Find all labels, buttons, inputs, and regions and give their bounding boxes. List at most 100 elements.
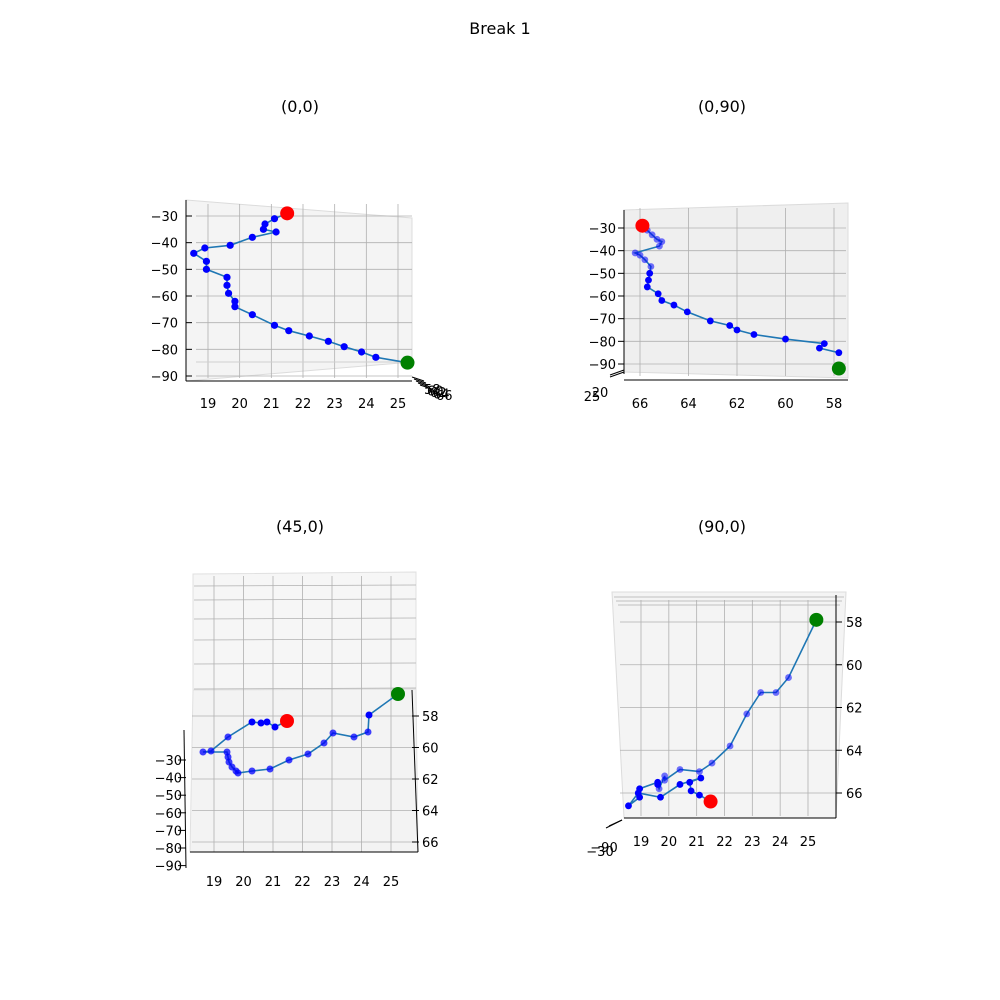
data-point <box>636 785 644 793</box>
gridline <box>193 662 417 665</box>
data-point <box>676 766 684 773</box>
data-point <box>285 327 293 335</box>
end-marker <box>831 361 846 376</box>
x-tick-label: 24 <box>772 835 789 850</box>
data-point <box>696 791 703 799</box>
subplot-90-0: (90,0) 19 20 21 22 23 24 25 58 60 62 64 66 −30−90 <box>586 517 862 860</box>
y-axis-line <box>411 689 419 853</box>
tick-labels: 19 20 21 22 23 24 25 58 60 62 64 66 −30−90 <box>586 616 862 860</box>
x-tick-label: 22 <box>716 835 733 850</box>
figure-title: Break 1 <box>469 19 530 38</box>
y-tick-label: 60 <box>422 742 439 757</box>
y-tick-label: 62 <box>729 397 746 412</box>
data-point <box>231 297 239 305</box>
gridline <box>193 617 417 620</box>
depth-tick <box>415 380 429 386</box>
x-tick-label: 21 <box>265 875 282 890</box>
data-point <box>226 241 234 249</box>
x-tick-label: 23 <box>324 875 341 890</box>
depth-tick-label: 66 <box>436 389 453 404</box>
data-point <box>726 742 734 750</box>
data-point <box>750 331 758 338</box>
data-point <box>270 215 279 223</box>
data-point <box>625 802 632 810</box>
floor-pane <box>611 591 847 819</box>
data-point <box>364 728 372 736</box>
z-axis-line <box>183 729 187 869</box>
data-point <box>350 733 358 741</box>
depth-tick-label: 20 <box>592 386 609 401</box>
data-point <box>305 332 313 340</box>
data-point <box>676 781 684 788</box>
x-tick-label: 24 <box>353 875 370 890</box>
data-point <box>820 340 828 347</box>
end-marker <box>391 687 405 701</box>
gridline <box>193 638 417 641</box>
data-point <box>372 353 380 361</box>
data-point <box>272 228 280 236</box>
data-point <box>733 326 741 334</box>
x-tick-label: 19 <box>200 397 217 412</box>
data-point <box>248 718 256 726</box>
data-point <box>706 317 714 325</box>
z-tick-label: −80 <box>589 335 616 350</box>
z-tick-label: −30 <box>151 210 178 225</box>
data-point <box>772 689 780 696</box>
data-point <box>223 281 231 289</box>
y-tick-label: 66 <box>846 787 863 802</box>
data-point <box>661 776 669 784</box>
x-tick-label: 21 <box>263 397 280 412</box>
data-point <box>248 233 256 241</box>
data-point <box>641 256 649 264</box>
z-tick-label: −40 <box>589 245 616 260</box>
subplot-0-90: (0,90) 66 64 62 60 58 −30 −40 −50 −60 −70 −80 −90 20… <box>584 97 849 412</box>
data-point <box>636 251 644 259</box>
data-point <box>655 785 663 793</box>
data-point <box>223 273 231 281</box>
y-tick-label: 58 <box>826 397 843 412</box>
tick-labels: 19 20 21 22 23 24 25−30−40−50−60−70−80−9058606… <box>151 210 453 412</box>
z-tick-label: −80 <box>155 842 182 857</box>
data-point <box>357 348 366 356</box>
depth-tick <box>609 369 625 376</box>
data-point <box>686 778 694 786</box>
y-tick-label: 62 <box>846 702 863 717</box>
data-point <box>835 349 843 357</box>
depth-tick <box>413 378 427 384</box>
gridlines <box>196 204 412 378</box>
data-point <box>648 231 656 239</box>
data-point <box>340 343 348 351</box>
back-wall-pane <box>192 571 417 691</box>
data-point <box>656 242 663 250</box>
data-point <box>224 733 232 741</box>
data-point <box>726 322 734 329</box>
data-layer <box>631 218 846 376</box>
z-tick-label: −70 <box>155 824 182 839</box>
x-tick-label: 24 <box>358 397 375 412</box>
depth-tick <box>411 376 425 382</box>
data-point <box>697 774 705 782</box>
data-point <box>683 308 691 316</box>
data-point <box>266 765 274 773</box>
z-tick-label: −90 <box>155 860 182 875</box>
end-marker <box>809 612 824 627</box>
back-pane <box>185 199 413 382</box>
data-point <box>202 265 211 273</box>
depth-tick-label: 64 <box>433 388 450 403</box>
y-tick-label: 66 <box>422 836 439 851</box>
z-tick-label: −80 <box>151 343 178 358</box>
data-point <box>687 787 695 795</box>
data-point <box>234 769 242 777</box>
subplot-title: (0,0) <box>281 97 319 116</box>
data-point <box>263 718 271 726</box>
x-tick-label: 25 <box>800 835 817 850</box>
x-tick-label: 19 <box>206 875 223 890</box>
data-point <box>365 711 373 719</box>
data-point <box>248 767 256 775</box>
data-point <box>658 297 666 304</box>
z-tick-label: −30 <box>589 222 616 237</box>
x-tick-label: 19 <box>633 835 650 850</box>
z-tick-label: −90 <box>151 370 178 385</box>
